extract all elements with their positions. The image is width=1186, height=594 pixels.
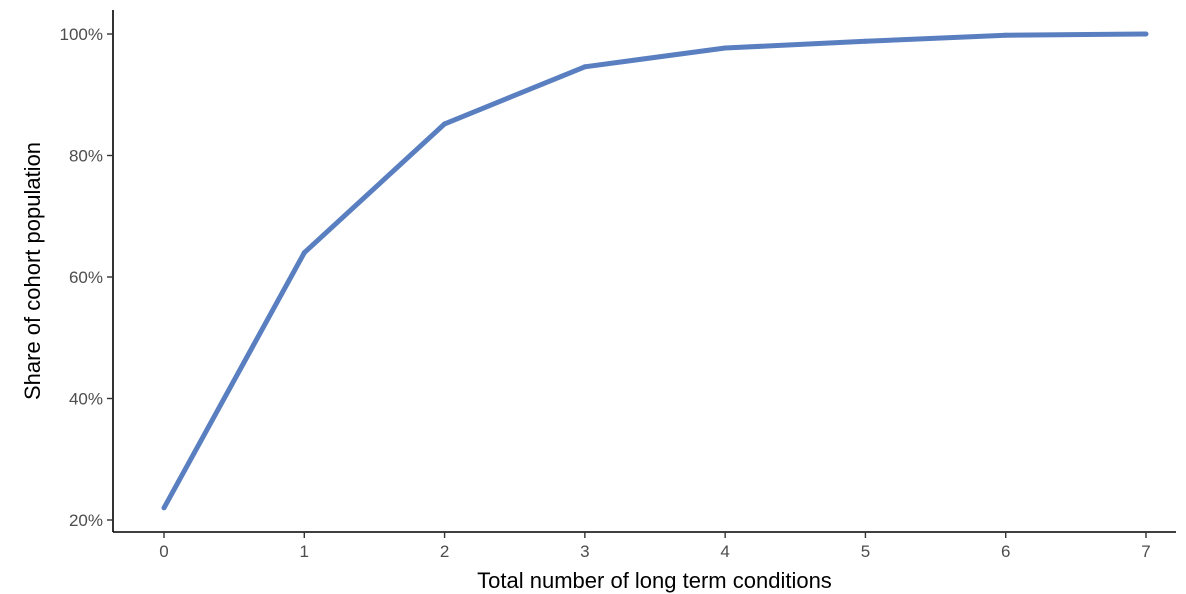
data-point bbox=[1143, 31, 1149, 37]
x-tick-label: 7 bbox=[1141, 542, 1150, 561]
y-tick-label: 20% bbox=[69, 511, 103, 530]
x-tick-label: 2 bbox=[440, 542, 449, 561]
data-point bbox=[161, 505, 167, 511]
plot-area bbox=[161, 31, 1149, 511]
x-tick-label: 3 bbox=[580, 542, 589, 561]
data-point bbox=[862, 38, 868, 44]
data-point bbox=[1003, 32, 1009, 38]
y-axis-ticks: 20% 40% 60% 80% 100% bbox=[60, 25, 113, 530]
series-line-0 bbox=[161, 31, 1147, 510]
data-point bbox=[722, 45, 728, 51]
data-point bbox=[582, 64, 588, 70]
y-tick-label: 80% bbox=[69, 147, 103, 166]
x-tick-label: 0 bbox=[159, 542, 168, 561]
x-tick-label: 5 bbox=[861, 542, 870, 561]
y-tick-label: 60% bbox=[69, 268, 103, 287]
x-tick-label: 1 bbox=[300, 542, 309, 561]
y-axis-title: Share of cohort population bbox=[20, 142, 45, 400]
x-axis-ticks: 0 1 2 3 4 5 6 7 bbox=[159, 532, 1151, 561]
x-axis-title: Total number of long term conditions bbox=[477, 568, 832, 593]
x-tick-label: 4 bbox=[720, 542, 729, 561]
x-tick-label: 6 bbox=[1001, 542, 1010, 561]
data-point bbox=[442, 121, 448, 127]
y-tick-label: 40% bbox=[69, 390, 103, 409]
y-tick-label: 100% bbox=[60, 25, 103, 44]
data-point bbox=[301, 250, 307, 256]
